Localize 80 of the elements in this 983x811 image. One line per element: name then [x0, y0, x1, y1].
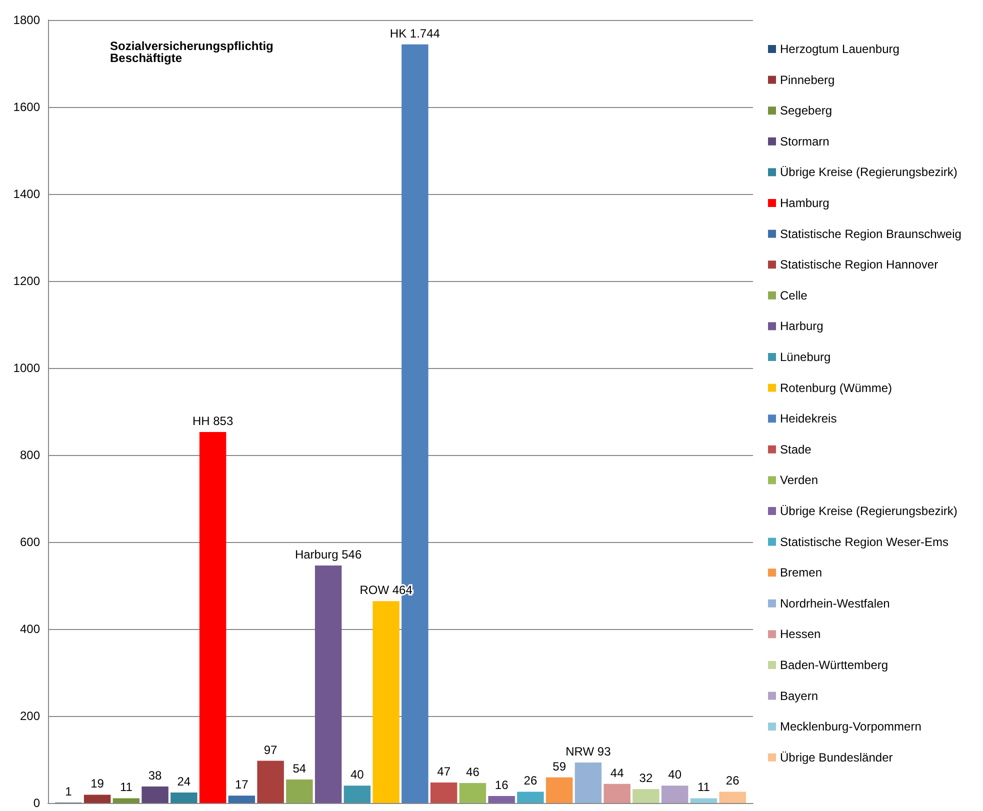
y-tick-label: 400 [20, 622, 40, 636]
data-label: 32 [639, 771, 653, 786]
legend-label: Stormarn [780, 134, 830, 148]
bar [199, 432, 226, 803]
bar [372, 601, 400, 803]
legend-label: Statistische Region Braunschweig [780, 226, 962, 241]
legend-label: Verden [780, 473, 818, 488]
data-label: HH 853 [192, 414, 234, 428]
legend-label: Segeberg [780, 104, 832, 118]
bar [84, 794, 111, 803]
legend-label: Pinneberg [780, 72, 835, 87]
data-label: 19 [90, 776, 104, 791]
legend-label: Bayern [780, 688, 818, 703]
text: Sozialversicherungspflichtig Beschäftigte [110, 39, 277, 65]
bar [142, 786, 168, 803]
bar [430, 782, 458, 803]
y-tick-label: 0 [33, 796, 40, 810]
data-label: NRW 93 [566, 744, 612, 759]
bar [286, 780, 313, 803]
legend-label: Harburg [780, 319, 824, 334]
data-label: 40 [350, 768, 364, 782]
legend-label: Lüneburg [780, 350, 831, 364]
data-label: 11 [697, 780, 710, 794]
legend-label: Übrige Kreise (Regierungsbezirk) [780, 165, 958, 180]
legend-label: Celle [780, 288, 808, 302]
data-label: 26 [524, 774, 538, 788]
bar [488, 796, 515, 803]
legend-label: Nordrhein-Westfalen [780, 596, 890, 610]
bar [517, 792, 544, 803]
legend-label: Übrige Bundesländer [780, 750, 893, 764]
legend-label: Statistische Region Weser-Ems [780, 534, 949, 549]
y-tick-label: 1400 [13, 187, 40, 201]
data-label: HK 1.744 [390, 26, 440, 40]
legend-label: Übrige Kreise (Regierungsbezirk) [780, 504, 958, 518]
legend-label: Herzogtum Lauenburg [780, 42, 900, 56]
data-label: 47 [437, 764, 451, 779]
y-tick-label: 1200 [13, 274, 40, 288]
data-label: 54 [292, 762, 306, 776]
bar [690, 798, 718, 803]
legend-label: Rotenburg (Wümme) [780, 380, 892, 395]
bar [228, 796, 256, 803]
data-label: 17 [235, 778, 249, 792]
bar [719, 792, 746, 803]
data-label: 24 [177, 774, 191, 789]
legend-label: Baden-Württemberg [780, 658, 888, 672]
legend-label: Bremen [780, 566, 822, 580]
y-tick-label: 1800 [13, 13, 40, 27]
y-tick-label: 600 [20, 535, 40, 549]
bar [459, 782, 486, 803]
data-label: 1 [65, 784, 72, 799]
data-label: 11 [120, 780, 133, 794]
legend-label: Heidekreis [780, 412, 837, 426]
data-label: Harburg 546 [294, 547, 362, 562]
legend-label: Mecklenburg-Vorpommern [780, 720, 922, 734]
y-tick-label: 200 [20, 709, 40, 723]
data-label: 40 [668, 768, 682, 782]
bar [344, 786, 371, 803]
y-tick-label: 1000 [13, 361, 40, 375]
legend-label: Hamburg [780, 196, 830, 210]
legend-label: Stade [780, 442, 812, 456]
data-label: 59 [552, 759, 566, 774]
bar [574, 762, 602, 803]
data-label: 97 [264, 742, 278, 757]
legend-label: Hessen [780, 627, 821, 642]
data-label: 44 [610, 766, 624, 780]
bar [112, 798, 140, 803]
bar [314, 565, 342, 803]
data-label: 46 [466, 764, 480, 779]
data-label: 38 [148, 768, 162, 782]
bar [170, 792, 198, 803]
y-tick-label: 800 [20, 448, 40, 462]
bar [604, 784, 630, 803]
legend-label: Statistische Region Hannover [780, 258, 938, 272]
bar [546, 777, 573, 803]
bar [632, 789, 660, 803]
data-label: 26 [726, 774, 740, 788]
data-label: 16 [494, 778, 509, 792]
bar [257, 760, 284, 803]
y-tick-label: 1600 [13, 100, 40, 114]
bar [661, 786, 688, 803]
